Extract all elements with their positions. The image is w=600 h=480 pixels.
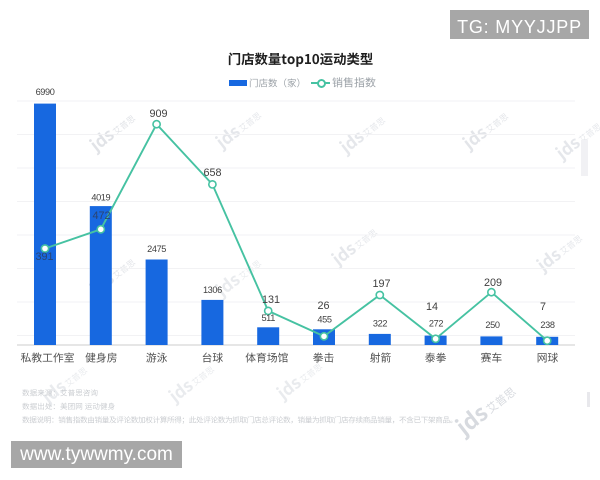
svg-text:4019: 4019 (91, 192, 110, 202)
svg-text:909: 909 (149, 108, 167, 120)
svg-text:131: 131 (262, 294, 280, 306)
svg-text:455: 455 (317, 314, 331, 324)
svg-text:209: 209 (484, 277, 502, 289)
svg-text:391: 391 (35, 251, 53, 263)
svg-text:238: 238 (540, 320, 554, 330)
svg-text:511: 511 (261, 313, 275, 323)
svg-text:1306: 1306 (203, 285, 222, 295)
svg-text:6990: 6990 (36, 87, 55, 97)
svg-text:472: 472 (92, 210, 110, 222)
svg-text:2475: 2475 (147, 244, 166, 254)
svg-text:26: 26 (317, 300, 329, 312)
svg-text:197: 197 (372, 278, 390, 290)
svg-text:658: 658 (203, 167, 221, 179)
svg-text:250: 250 (485, 320, 499, 330)
svg-text:7: 7 (540, 301, 546, 313)
svg-text:272: 272 (429, 319, 443, 329)
svg-text:322: 322 (373, 318, 387, 328)
svg-text:14: 14 (426, 301, 438, 313)
